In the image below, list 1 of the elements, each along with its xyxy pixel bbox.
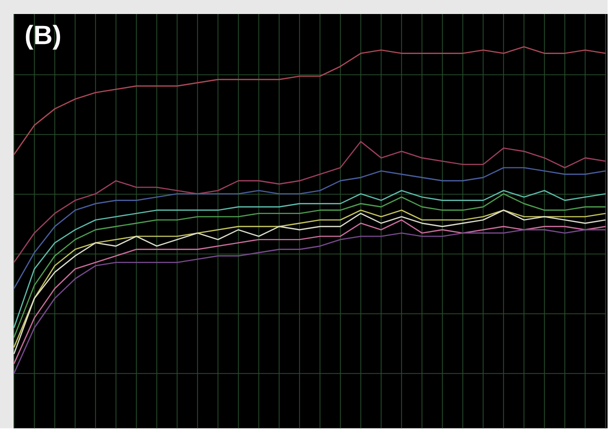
chart-title: (B) xyxy=(26,24,60,50)
